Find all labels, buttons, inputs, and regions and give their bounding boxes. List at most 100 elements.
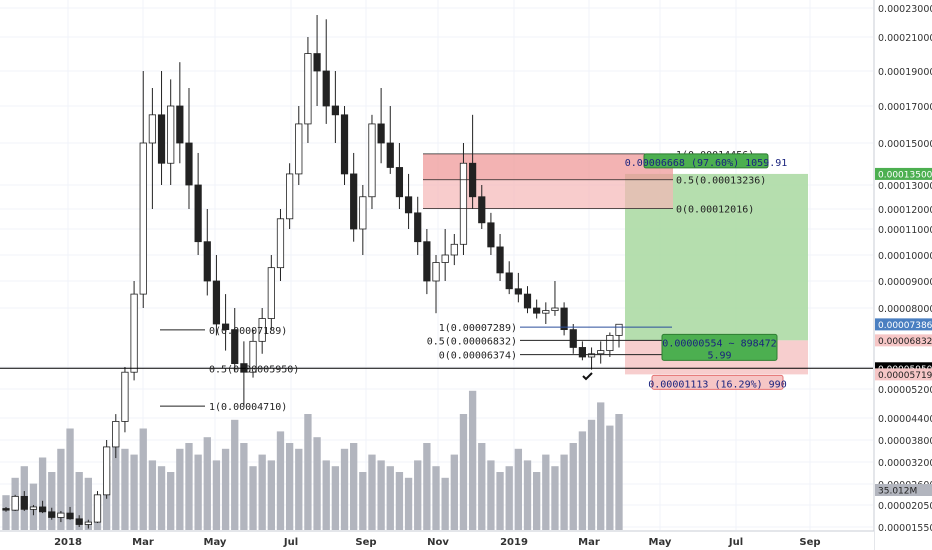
candle-down — [569, 329, 577, 348]
candle-up — [587, 353, 596, 358]
volume-bar — [505, 466, 513, 530]
candle-up — [93, 494, 102, 523]
volume-bar — [441, 477, 449, 530]
volume-bar — [331, 466, 340, 530]
volume-bar — [167, 472, 175, 530]
volume-bar — [285, 443, 294, 530]
fib-left-label: 0.5(0.00005950) — [209, 364, 299, 375]
fib-left-label: 1(0.00004710) — [209, 402, 287, 413]
x-tick-label: May — [649, 537, 672, 548]
candle-down — [404, 196, 413, 214]
y-tick-label: 0.00009000 — [878, 277, 932, 288]
y-tick-label: 0.00019000 — [878, 67, 932, 78]
candle-up — [359, 196, 367, 230]
candle-up — [432, 262, 440, 282]
y-tick-label: 0.00002050 — [878, 501, 932, 512]
candle-down — [377, 123, 385, 144]
candle-down — [2, 508, 10, 511]
y-tick-label: 0.00013000 — [878, 181, 932, 192]
x-tick-label: Jul — [283, 537, 298, 548]
y-tick-label: 0.00012000 — [878, 205, 932, 216]
candle-up — [258, 318, 266, 342]
x-tick-label: Nov — [427, 537, 449, 548]
price-badge-label: 0.00005719 — [878, 371, 932, 381]
price-badge — [875, 318, 932, 331]
volume-bar — [194, 454, 202, 530]
y-tick-label: 0.00011000 — [878, 225, 932, 236]
candle-down — [194, 184, 202, 243]
volume-bar — [121, 448, 129, 530]
candle-up — [112, 421, 120, 448]
candle-down — [185, 142, 193, 186]
volume-bar — [84, 477, 93, 530]
target-label-bg — [643, 153, 769, 169]
candle-down — [533, 307, 541, 314]
volume-bar — [578, 431, 587, 530]
candle-up — [249, 340, 257, 373]
y-tick-label: 0.00010000 — [878, 251, 932, 262]
volume-bar — [606, 425, 614, 530]
candle-up — [551, 307, 559, 311]
candle-down — [38, 506, 47, 513]
fib-left-label: 0(0.00007189) — [209, 326, 287, 337]
y-tick-label: 0.00004400 — [878, 414, 932, 425]
candle-down — [203, 241, 211, 282]
volume-bar — [542, 454, 550, 530]
price-axis[interactable]: 0.00023000 0.00021000 0.00019000 0.00017000… — [873, 0, 932, 550]
candle-down — [340, 114, 349, 175]
candle-up — [276, 218, 285, 269]
volume-bar — [404, 477, 413, 530]
stop-label: 0.00001113 (16.29%) 990 — [648, 374, 787, 390]
candle-up — [167, 105, 175, 164]
position-zones — [423, 153, 808, 375]
volume-bar — [350, 443, 358, 530]
candle-down — [350, 173, 358, 230]
candle-up — [304, 53, 312, 125]
volume-bar — [38, 457, 47, 530]
volume-bar — [423, 443, 431, 530]
price-badge-label: 35.012M — [878, 487, 917, 497]
candle-down — [505, 272, 513, 290]
volume-bar — [212, 460, 221, 530]
y-tick-label: 0.00003800 — [878, 436, 932, 447]
candle-up — [57, 512, 65, 518]
price-badge — [875, 484, 932, 496]
volume-bar — [2, 495, 10, 530]
candle-down — [395, 167, 404, 198]
volume-bar — [560, 454, 568, 530]
candle-down — [414, 212, 422, 243]
candle-down — [514, 288, 522, 295]
candle-down — [221, 323, 230, 331]
volume-bar — [66, 428, 74, 530]
volume-bar — [359, 472, 367, 530]
fib-bottom-label: 0(0.00006374) — [439, 351, 517, 362]
candle-up — [11, 495, 19, 511]
volume-bar — [587, 419, 596, 530]
volume-bar — [496, 472, 504, 530]
candle-up — [130, 293, 138, 373]
candle-up — [606, 334, 614, 351]
price-badge — [875, 167, 932, 180]
volume-bar — [395, 472, 404, 530]
volume-bar — [185, 443, 193, 530]
y-tick-label: 0.00017000 — [878, 102, 932, 113]
fib-bottom-label: 1(0.00007289) — [439, 323, 517, 334]
y-tick-label: 0.00015000 — [878, 139, 932, 150]
volume-bar — [313, 437, 321, 530]
candle-down — [48, 511, 56, 518]
candle-down — [523, 293, 532, 309]
candle-down — [212, 280, 221, 325]
y-tick-label: 0.00005200 — [878, 385, 932, 396]
x-tick-label: May — [204, 537, 227, 548]
price-badge — [875, 334, 932, 347]
candle-down — [578, 347, 587, 358]
entry-label-text: 5.99 — [707, 350, 731, 361]
candle-down — [331, 105, 339, 116]
stop-label-bg — [651, 374, 784, 390]
time-axis[interactable]: 2018 Mar May Jul Sep Nov 2019 Mar May Jul Sep — [0, 530, 874, 550]
volume-bar — [148, 460, 157, 530]
volume-bar — [295, 448, 303, 530]
volume-bar — [340, 448, 349, 530]
